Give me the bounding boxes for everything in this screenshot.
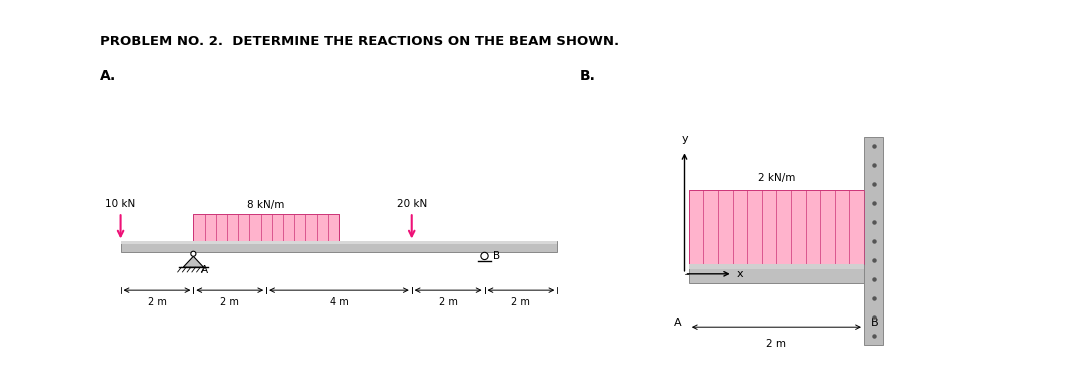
Text: 2 kN/m: 2 kN/m bbox=[758, 173, 795, 183]
Text: y: y bbox=[681, 134, 688, 144]
Text: A.: A. bbox=[100, 69, 116, 83]
Text: A: A bbox=[675, 318, 682, 328]
Text: B: B bbox=[870, 318, 878, 328]
Bar bbox=[194, 214, 339, 241]
Text: x: x bbox=[737, 269, 744, 279]
Text: B.: B. bbox=[580, 69, 596, 83]
Text: 20 kN: 20 kN bbox=[397, 199, 427, 209]
Bar bbox=[689, 190, 864, 264]
Text: 4 m: 4 m bbox=[329, 297, 349, 307]
Bar bbox=[689, 264, 864, 269]
Circle shape bbox=[190, 251, 196, 256]
Text: 2 m: 2 m bbox=[766, 339, 787, 350]
Text: A: A bbox=[201, 265, 209, 275]
Text: 2 m: 2 m bbox=[511, 297, 530, 307]
Bar bbox=[121, 241, 557, 244]
Polygon shape bbox=[183, 256, 203, 267]
Circle shape bbox=[481, 252, 489, 259]
Bar bbox=[689, 264, 864, 283]
Text: 2 m: 2 m bbox=[221, 297, 239, 307]
Text: PROBLEM NO. 2.  DETERMINE THE REACTIONS ON THE BEAM SHOWN.: PROBLEM NO. 2. DETERMINE THE REACTIONS O… bbox=[100, 35, 619, 48]
Text: 8 kN/m: 8 kN/m bbox=[247, 201, 285, 210]
Text: 10 kN: 10 kN bbox=[105, 199, 136, 209]
Text: B: B bbox=[493, 251, 499, 261]
Bar bbox=[864, 137, 883, 345]
Text: 2 m: 2 m bbox=[439, 297, 457, 307]
Text: 2 m: 2 m bbox=[147, 297, 167, 307]
Bar bbox=[121, 241, 557, 252]
